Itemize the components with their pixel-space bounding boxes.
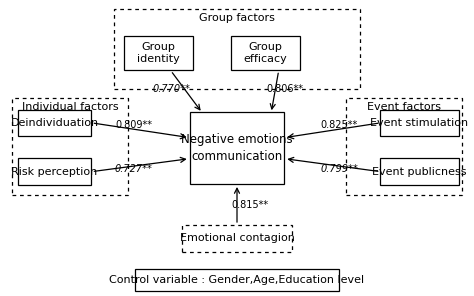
Text: 0.770**: 0.770** [153,84,191,94]
Text: Control variable : Gender,Age,Education level: Control variable : Gender,Age,Education … [109,275,365,285]
Text: 0.825**: 0.825** [321,120,358,130]
Bar [346,98,462,195]
Text: 0.809**: 0.809** [115,120,152,130]
Text: Risk perception: Risk perception [11,167,98,177]
Text: Group factors: Group factors [199,13,275,23]
Bar [182,225,292,252]
Bar [231,36,300,70]
Bar [114,9,360,89]
Text: Event publicness: Event publicness [372,167,467,177]
Bar [135,269,339,291]
Text: 0.727**: 0.727** [115,164,153,174]
Text: Deindividuation: Deindividuation [10,118,99,128]
Text: 0.806**: 0.806** [266,84,303,94]
Text: Emotional contagion: Emotional contagion [180,233,294,243]
Bar [124,36,193,70]
Bar [190,112,284,184]
Bar [18,158,91,185]
Bar [380,110,459,136]
Text: Event stimulation: Event stimulation [370,118,469,128]
Text: Individual factors: Individual factors [22,102,119,112]
Text: Negative emotions
communication: Negative emotions communication [181,133,293,163]
Bar [380,158,459,185]
Text: 0.815**: 0.815** [231,200,268,210]
Bar [18,110,91,136]
Text: Group
efficacy: Group efficacy [244,42,287,65]
Text: Group
identity: Group identity [137,42,180,65]
Bar [12,98,128,195]
Text: Event factors: Event factors [367,102,441,112]
Text: 0.799**: 0.799** [320,164,358,174]
